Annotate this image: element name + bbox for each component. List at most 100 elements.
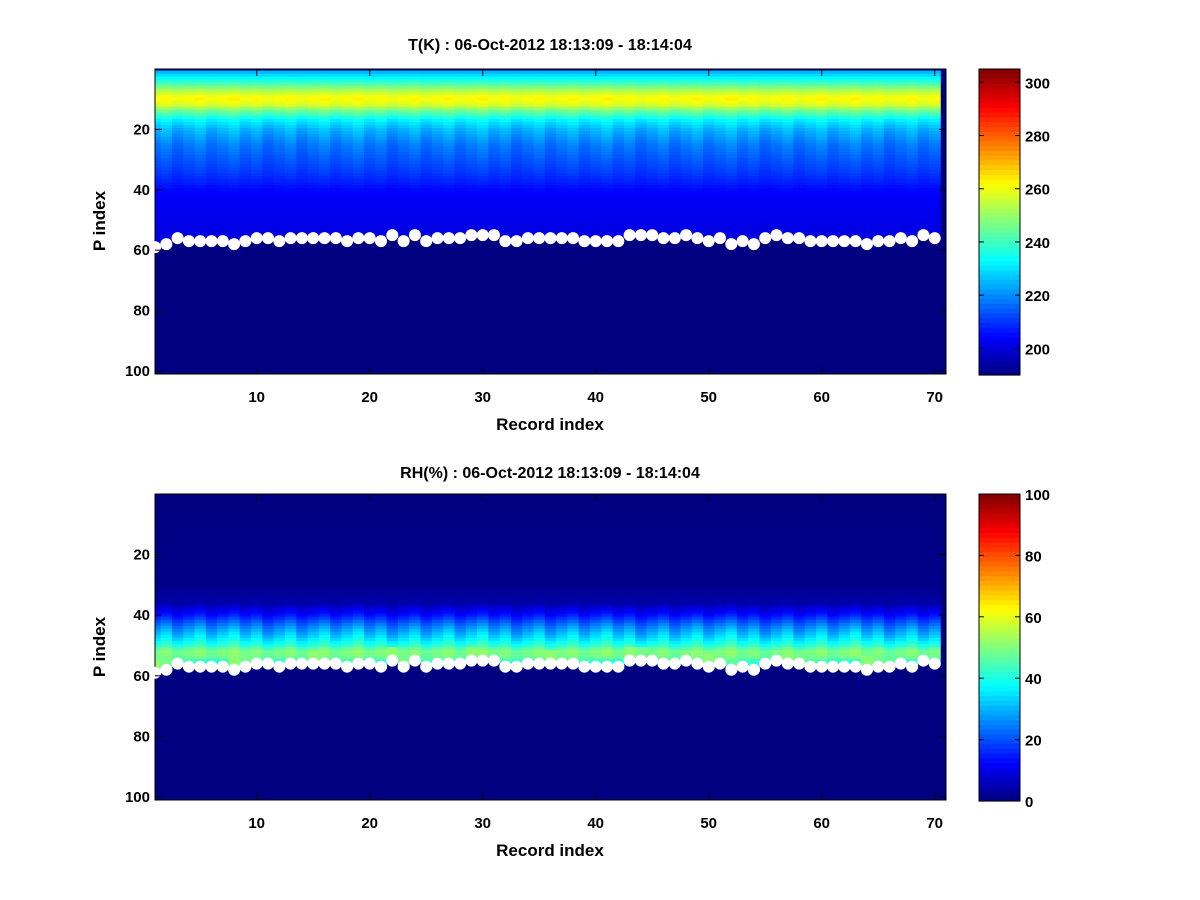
- humidity-cell: [155, 662, 162, 666]
- temperature-cell: [635, 182, 647, 186]
- temperature-cell: [533, 197, 546, 201]
- temperature-cell: [364, 185, 376, 189]
- humidity-cell: [217, 534, 229, 539]
- temperature-cell: [488, 191, 501, 195]
- temperature-cell: [872, 194, 885, 198]
- temperature-cell: [691, 85, 704, 90]
- temperature-cell: [793, 182, 806, 186]
- temperature-cell: [714, 142, 727, 147]
- humidity-cell: [262, 556, 275, 560]
- temperature-cell: [736, 100, 749, 105]
- temperature-plot-frame: [154, 68, 947, 375]
- temperature-cell: [364, 139, 376, 144]
- temperature-cell: [816, 230, 828, 234]
- temperature-cell: [375, 200, 388, 204]
- temperature-cell: [171, 76, 184, 80]
- temperature-cell: [601, 176, 614, 180]
- temperature-cell: [205, 209, 218, 213]
- temperature-cell: [703, 197, 715, 201]
- temperature-cell: [228, 218, 241, 222]
- temperature-cell: [239, 152, 252, 156]
- temperature-cell: [590, 85, 602, 90]
- temperature-cell: [635, 215, 647, 219]
- temperature-cell: [217, 115, 229, 120]
- temperature-cell: [714, 139, 727, 144]
- temperature-cell: [454, 191, 467, 195]
- temperature-cell: [160, 176, 173, 180]
- temperature-cell: [849, 176, 862, 180]
- temperature-cell: [861, 79, 873, 83]
- temperature-cell: [680, 97, 693, 102]
- temperature-cell: [341, 118, 354, 123]
- temperature-cell: [816, 170, 828, 174]
- temperature-cell: [827, 173, 840, 177]
- temperature-cell: [420, 167, 433, 171]
- humidity-cell: [284, 568, 297, 572]
- temperature-cell: [296, 215, 308, 219]
- temperature-cell: [217, 112, 229, 117]
- humidity-cell: [228, 568, 241, 572]
- humidity-cell: [262, 513, 275, 518]
- temperature-cell: [612, 209, 625, 213]
- temperature-cell: [352, 112, 365, 117]
- temperature-cell: [759, 103, 772, 108]
- temperature-cell: [284, 142, 297, 147]
- temperature-cell: [623, 112, 636, 117]
- temperature-x-tick-label: 20: [361, 389, 378, 406]
- humidity-cell: [194, 577, 207, 581]
- temperature-cell: [296, 91, 308, 96]
- temperature-cell: [635, 173, 647, 177]
- temperature-cell: [386, 221, 399, 225]
- temperature-cell: [861, 227, 873, 231]
- temperature-cell: [691, 209, 704, 213]
- temperature-colorbar-segment: [979, 226, 1020, 233]
- temperature-cell: [522, 97, 534, 102]
- temperature-cell: [849, 130, 862, 135]
- temperature-cell: [646, 142, 659, 147]
- temperature-cell: [748, 170, 760, 174]
- temperature-cell: [804, 94, 817, 99]
- temperature-title: T(K) : 06-Oct-2012 18:13:09 - 18:14:04: [408, 37, 692, 54]
- humidity-cell: [296, 534, 308, 539]
- temperature-cell: [205, 191, 218, 195]
- temperature-cell: [251, 139, 263, 144]
- temperature-cell: [793, 109, 806, 114]
- temperature-cell: [386, 139, 399, 144]
- humidity-cell: [194, 531, 207, 536]
- temperature-cell: [883, 130, 896, 135]
- temperature-cell: [680, 212, 693, 216]
- temperature-cell: [906, 130, 919, 135]
- temperature-cell: [155, 115, 162, 120]
- temperature-cell: [680, 76, 693, 80]
- temperature-cell: [838, 170, 851, 174]
- temperature-cell: [386, 91, 399, 96]
- temperature-cell: [273, 73, 286, 77]
- temperature-cell: [352, 203, 365, 207]
- temperature-cell: [499, 200, 512, 204]
- temperature-cell: [736, 167, 749, 171]
- temperature-cell: [465, 94, 478, 99]
- humidity-cell: [239, 553, 252, 557]
- temperature-cell: [284, 121, 297, 126]
- humidity-cell: [296, 519, 308, 524]
- temperature-cell: [917, 170, 930, 174]
- temperature-cell: [499, 209, 512, 213]
- temperature-cell: [691, 212, 704, 216]
- temperature-cell: [635, 176, 647, 180]
- temperature-cell: [567, 176, 580, 180]
- temperature-cell: [804, 206, 817, 210]
- temperature-colorbar-segment: [979, 112, 1020, 118]
- temperature-surface-marker: [714, 232, 726, 245]
- temperature-cell: [612, 200, 625, 204]
- temperature-cell: [872, 161, 885, 165]
- temperature-cell: [397, 133, 410, 138]
- temperature-cell: [906, 158, 919, 162]
- temperature-cell: [556, 142, 568, 147]
- temperature-cell: [307, 197, 320, 201]
- temperature-cell: [160, 158, 173, 162]
- temperature-cell: [567, 85, 580, 90]
- temperature-cell: [635, 179, 647, 183]
- temperature-cell: [352, 227, 365, 231]
- temperature-cell: [714, 197, 727, 201]
- temperature-cell: [770, 94, 783, 99]
